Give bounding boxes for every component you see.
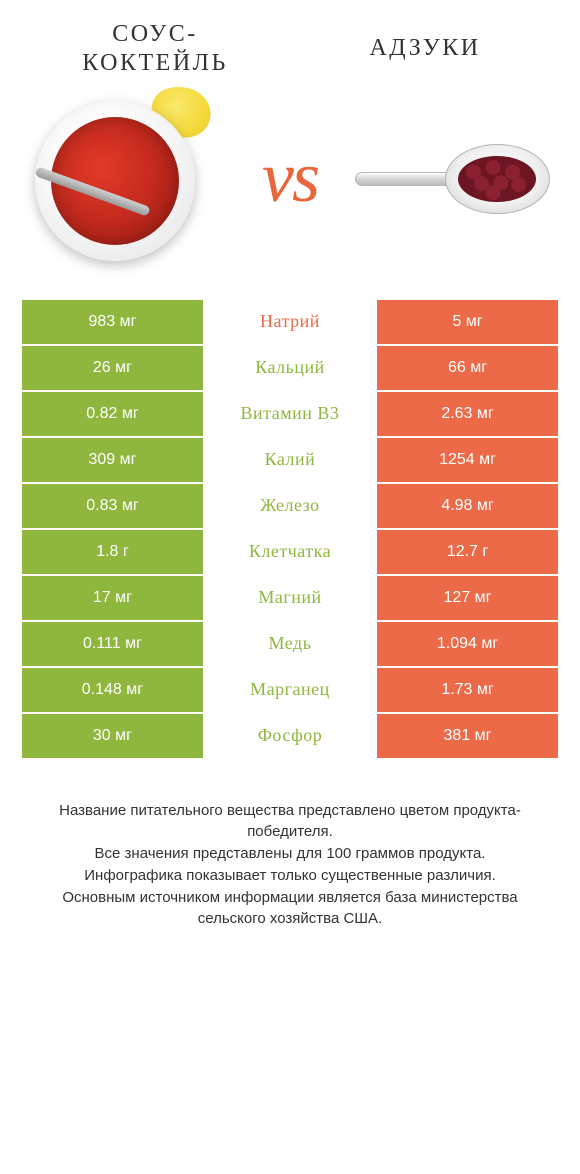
comparison-infographic: Соус- коктейль Адзуки vs 983 мгНатрий5 м… — [0, 0, 580, 960]
left-value-cell: 983 мг — [21, 299, 204, 345]
right-value-cell: 1254 мг — [376, 437, 559, 483]
sauce-bowl-icon — [35, 93, 205, 263]
footnote-line: Все значения представлены для 100 граммо… — [30, 843, 550, 865]
left-value-cell: 0.148 мг — [21, 667, 204, 713]
left-product-image — [30, 88, 210, 268]
left-value-cell: 0.83 мг — [21, 483, 204, 529]
right-value-cell: 2.63 мг — [376, 391, 559, 437]
table-row: 0.83 мгЖелезо4.98 мг — [21, 483, 559, 529]
right-value-cell: 4.98 мг — [376, 483, 559, 529]
left-value-cell: 1.8 г — [21, 529, 204, 575]
left-value-cell: 309 мг — [21, 437, 204, 483]
table-row: 1.8 гКлетчатка12.7 г — [21, 529, 559, 575]
table-row: 30 мгФосфор381 мг — [21, 713, 559, 759]
right-value-cell: 66 мг — [376, 345, 559, 391]
table-row: 0.111 мгМедь1.094 мг — [21, 621, 559, 667]
left-value-cell: 0.111 мг — [21, 621, 204, 667]
footnote-line: Название питательного вещества представл… — [30, 800, 550, 844]
left-product-title: Соус- коктейль — [40, 20, 270, 78]
left-value-cell: 26 мг — [21, 345, 204, 391]
right-value-cell: 127 мг — [376, 575, 559, 621]
left-value-cell: 0.82 мг — [21, 391, 204, 437]
footnote-line: Основным источником информации является … — [30, 887, 550, 931]
table-row: 17 мгМагний127 мг — [21, 575, 559, 621]
right-product-title: Адзуки — [310, 34, 540, 63]
right-value-cell: 1.73 мг — [376, 667, 559, 713]
nutrient-name-cell: Витамин B3 — [204, 391, 376, 437]
left-value-cell: 30 мг — [21, 713, 204, 759]
table-row: 26 мгКальций66 мг — [21, 345, 559, 391]
image-row: vs — [20, 88, 560, 268]
nutrient-name-cell: Фосфор — [204, 713, 376, 759]
nutrient-name-cell: Клетчатка — [204, 529, 376, 575]
right-value-cell: 1.094 мг — [376, 621, 559, 667]
right-value-cell: 5 мг — [376, 299, 559, 345]
table-row: 0.148 мгМарганец1.73 мг — [21, 667, 559, 713]
table-row: 0.82 мгВитамин B32.63 мг — [21, 391, 559, 437]
right-product-image — [370, 88, 550, 268]
table-row: 309 мгКалий1254 мг — [21, 437, 559, 483]
nutrient-comparison-table: 983 мгНатрий5 мг26 мгКальций66 мг0.82 мг… — [20, 298, 560, 760]
header-row: Соус- коктейль Адзуки — [20, 20, 560, 78]
nutrient-name-cell: Медь — [204, 621, 376, 667]
right-value-cell: 12.7 г — [376, 529, 559, 575]
nutrient-name-cell: Кальций — [204, 345, 376, 391]
nutrient-name-cell: Марганец — [204, 667, 376, 713]
bean-spoon-icon — [370, 138, 550, 218]
nutrient-name-cell: Натрий — [204, 299, 376, 345]
footnote-line: Инфографика показывает только существенн… — [30, 865, 550, 887]
vs-label: vs — [262, 136, 318, 219]
nutrient-name-cell: Железо — [204, 483, 376, 529]
footnotes-block: Название питательного вещества представл… — [20, 800, 560, 931]
left-value-cell: 17 мг — [21, 575, 204, 621]
nutrient-name-cell: Калий — [204, 437, 376, 483]
table-row: 983 мгНатрий5 мг — [21, 299, 559, 345]
nutrient-name-cell: Магний — [204, 575, 376, 621]
right-value-cell: 381 мг — [376, 713, 559, 759]
